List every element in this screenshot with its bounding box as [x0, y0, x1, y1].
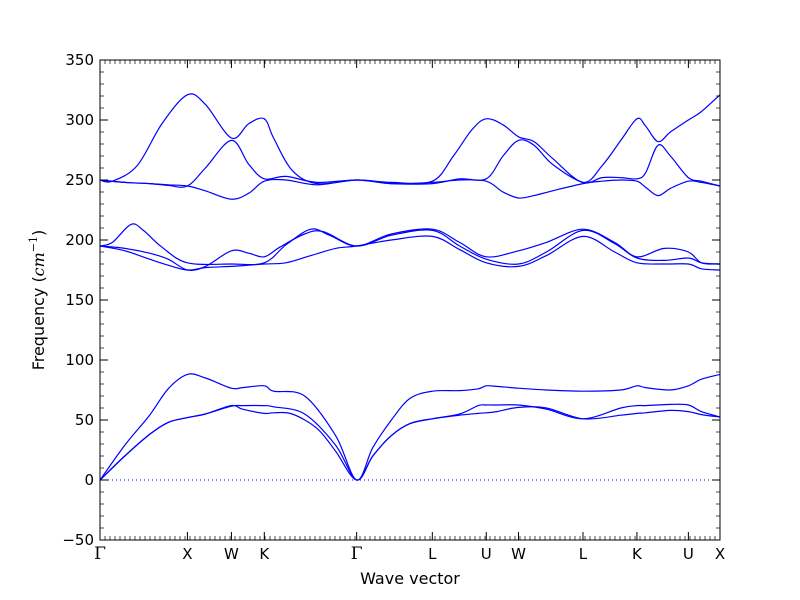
- plot-frame: [99, 59, 721, 541]
- k-point-label: W: [511, 545, 526, 563]
- y-tick-label: 200: [65, 231, 94, 249]
- k-point-label: L: [428, 545, 437, 563]
- phonon-branch-6: [100, 235, 720, 271]
- phonon-branch-4: [100, 223, 720, 266]
- k-point-label: L: [579, 545, 588, 563]
- phonon-branch-7: [100, 93, 720, 185]
- k-point-label: U: [481, 545, 492, 563]
- k-point-label: X: [715, 545, 725, 563]
- k-point-label: Γ: [351, 544, 363, 564]
- y-tick-label: 50: [75, 411, 94, 429]
- phonon-branch-9: [100, 178, 720, 200]
- y-axis-label-prefix: Frequency (: [29, 276, 48, 370]
- x-axis-label: Wave vector: [360, 569, 460, 588]
- y-tick-label: 100: [65, 351, 94, 369]
- y-tick-label: 0: [84, 471, 94, 489]
- phonon-branch-3: [100, 404, 720, 481]
- phonon-branch-2: [100, 403, 720, 481]
- y-axis-label-unit: cm: [29, 252, 48, 276]
- y-axis-label-suffix: ): [29, 230, 48, 236]
- y-tick-label: 150: [65, 291, 94, 309]
- y-tick-label: 350: [65, 51, 94, 69]
- k-point-label: W: [224, 545, 239, 563]
- k-point-label: K: [632, 545, 643, 563]
- phonon-branch-5: [100, 229, 720, 271]
- y-tick-label: 300: [65, 111, 94, 129]
- k-point-label: Γ: [94, 544, 106, 564]
- y-axis-label-exponent: −1: [27, 236, 40, 252]
- y-tick-label: 250: [65, 171, 94, 189]
- y-tick-label: −50: [62, 531, 94, 549]
- phonon-branch-1: [100, 373, 720, 481]
- k-point-label: K: [259, 545, 270, 563]
- k-point-label: U: [683, 545, 694, 563]
- y-axis-label: Frequency (cm−1): [27, 230, 48, 371]
- k-point-label: X: [182, 545, 192, 563]
